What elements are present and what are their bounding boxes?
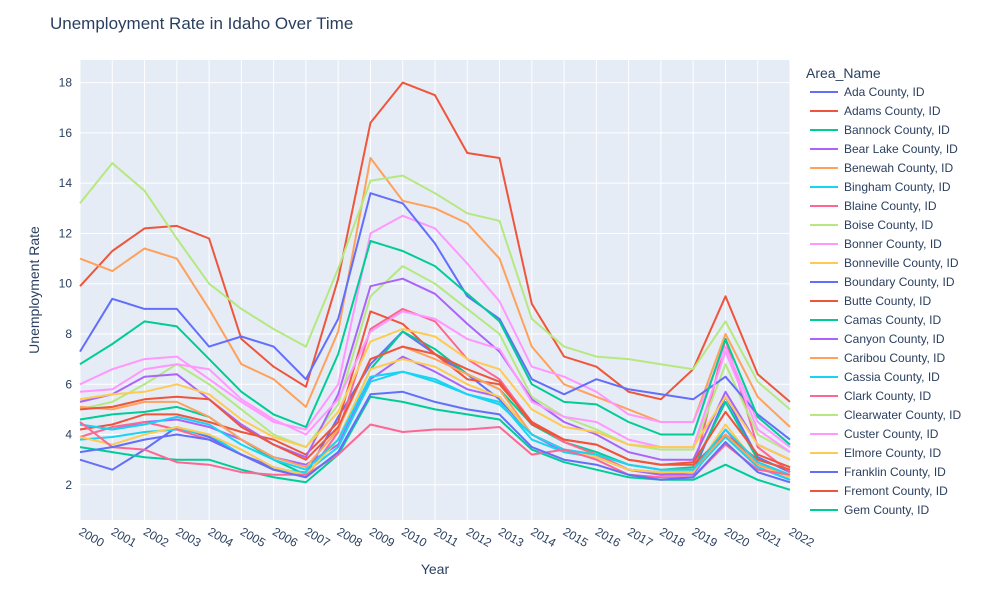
series-line <box>79 345 791 469</box>
x-tick-label: 2021 <box>754 524 784 550</box>
legend-item-label[interactable]: Gem County, ID <box>844 503 929 517</box>
x-tick-labels: 2000 2001 2002 2003 2004 2005 2006 2007 2008 2009… <box>77 524 817 550</box>
series-line <box>79 355 791 481</box>
legend-item-label[interactable]: Fremont County, ID <box>844 484 948 498</box>
x-tick-label: 2015 <box>561 524 591 550</box>
y-tick-label: 8 <box>65 327 72 341</box>
x-tick-label: 2006 <box>270 524 300 550</box>
y-tick-label: 18 <box>59 76 73 90</box>
legend-item-label[interactable]: Clearwater County, ID <box>844 408 961 422</box>
x-tick-label: 2020 <box>722 524 752 550</box>
series-line <box>79 370 791 476</box>
series-line <box>79 265 791 453</box>
x-tick-label: 2018 <box>657 524 687 550</box>
legend-item-label[interactable]: Custer County, ID <box>844 427 939 441</box>
legend-title: Area_Name <box>806 65 881 81</box>
x-tick-label: 2001 <box>109 524 139 550</box>
series-line <box>79 421 791 479</box>
legend-item-label[interactable]: Bonneville County, ID <box>844 256 959 270</box>
y-tick-label: 4 <box>65 428 72 442</box>
y-tick-label: 12 <box>59 226 73 240</box>
legend: Area_Name Ada County, ID Adams County, ID… <box>806 65 961 517</box>
x-tick-label: 2016 <box>593 524 623 550</box>
series-line <box>79 390 791 484</box>
x-tick-label: 2011 <box>432 524 462 549</box>
legend-item-label[interactable]: Blaine County, ID <box>844 199 937 213</box>
x-tick-label: 2014 <box>528 524 558 550</box>
legend-item-label[interactable]: Boundary County, ID <box>844 275 955 289</box>
series-line <box>79 81 791 403</box>
legend-item-label[interactable]: Bear Lake County, ID <box>844 142 958 156</box>
legend-item-label[interactable]: Bannock County, ID <box>844 123 950 137</box>
x-tick-label: 2022 <box>787 524 817 550</box>
x-tick-label: 2013 <box>496 524 526 550</box>
series-line <box>79 328 791 461</box>
y-tick-label: 2 <box>65 478 72 492</box>
legend-item-label[interactable]: Ada County, ID <box>844 85 925 99</box>
y-tick-labels: 2 4 6 8 10 12 14 16 18 <box>59 76 73 492</box>
x-tick-label: 2007 <box>302 524 332 550</box>
legend-item-label[interactable]: Boise County, ID <box>844 218 933 232</box>
x-tick-label: 2000 <box>77 524 107 550</box>
legend-item-label[interactable]: Camas County, ID <box>844 313 941 327</box>
x-tick-label: 2009 <box>367 524 397 550</box>
legend-item-label[interactable]: Bonner County, ID <box>844 237 942 251</box>
legend-item-label[interactable]: Cassia County, ID <box>844 370 940 384</box>
y-tick-label: 6 <box>65 377 72 391</box>
legend-item-label[interactable]: Butte County, ID <box>844 294 931 308</box>
x-tick-label: 2005 <box>238 524 268 550</box>
y-tick-label: 14 <box>59 176 73 190</box>
series-line <box>79 358 791 479</box>
x-tick-label: 2004 <box>206 524 236 550</box>
y-axis-title: Unemployment Rate <box>26 226 42 354</box>
legend-item-label[interactable]: Adams County, ID <box>844 104 941 118</box>
x-tick-label: 2012 <box>464 524 494 550</box>
gridlines <box>79 60 791 520</box>
legend-item-label[interactable]: Caribou County, ID <box>844 351 945 365</box>
chart-title: Unemployment Rate in Idaho Over Time <box>50 14 354 33</box>
x-tick-label: 2019 <box>690 524 720 550</box>
series-lines <box>79 81 791 491</box>
series-line <box>79 162 791 411</box>
y-tick-label: 16 <box>59 126 73 140</box>
y-tick-label: 10 <box>59 277 73 291</box>
legend-item-label[interactable]: Clark County, ID <box>844 389 931 403</box>
series-line <box>79 214 791 448</box>
x-tick-label: 2008 <box>335 524 365 550</box>
legend-item-label[interactable]: Elmore County, ID <box>844 446 941 460</box>
x-tick-label: 2010 <box>399 524 429 550</box>
x-tick-label: 2017 <box>625 524 655 550</box>
series-line <box>79 240 791 446</box>
series-line <box>79 192 791 441</box>
legend-item-label[interactable]: Bingham County, ID <box>844 180 951 194</box>
legend-item-label[interactable]: Franklin County, ID <box>844 465 946 479</box>
legend-item-label[interactable]: Benewah County, ID <box>844 161 954 175</box>
x-tick-label: 2002 <box>141 524 171 550</box>
x-axis-title: Year <box>421 561 450 577</box>
legend-item-label[interactable]: Canyon County, ID <box>844 332 945 346</box>
x-tick-label: 2003 <box>173 524 203 550</box>
